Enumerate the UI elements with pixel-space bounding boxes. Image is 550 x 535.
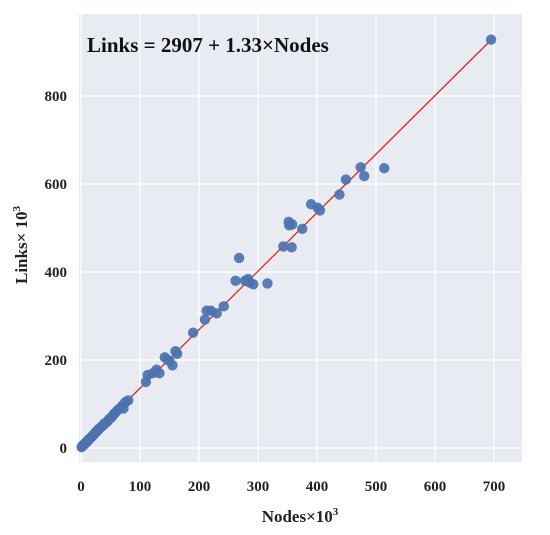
data-point [218,301,229,312]
x-axis-title: Nodes×103 [262,506,339,526]
data-point [233,252,245,264]
data-point [340,174,352,185]
x-tick-label: 700 [483,479,506,495]
data-point [123,395,134,406]
plot-background [79,14,522,462]
y-tick-label: 200 [45,353,68,369]
x-tick-label: 300 [247,479,270,495]
x-tick-labels: 0 100 200 300 400 500 600 700 [77,479,505,495]
x-tick-label: 200 [188,479,211,495]
data-point [314,205,326,216]
data-point [199,314,211,325]
data-point [154,368,165,379]
data-point [334,189,345,200]
data-point [359,170,370,182]
y-tick-label: 0 [60,441,68,457]
y-axis-title: Links× 103 [11,205,31,284]
data-point [355,162,366,173]
data-point [287,219,298,230]
x-tick-label: 400 [306,479,329,495]
data-point [262,278,273,289]
y-axis-title-text: Links× 10 [12,211,31,284]
data-point [485,34,497,45]
y-tick-label: 600 [45,177,68,193]
regression-equation: Links = 2907 + 1.33×Nodes [87,33,329,57]
data-point [187,327,199,338]
x-tick-label: 100 [129,479,152,495]
data-point [278,241,289,252]
data-point [286,242,297,253]
y-tick-label: 800 [45,89,68,105]
grid-lines [79,14,522,462]
y-axis-title-exponent: 3 [11,205,23,211]
data-point [167,360,178,371]
data-point [379,162,390,174]
x-tick-label: 600 [424,479,447,495]
x-axis-title-text: Nodes×10 [262,507,333,526]
x-axis-title-exponent: 3 [333,506,339,518]
data-point [171,348,183,360]
y-tick-label: 400 [45,265,68,281]
y-tick-labels: 0 200 400 600 800 [45,89,68,457]
data-point [211,308,222,319]
x-tick-label: 0 [77,479,85,495]
data-point [248,279,259,290]
data-point [230,275,241,286]
data-points [76,34,497,453]
data-point [297,223,308,235]
x-tick-label: 500 [365,479,388,495]
